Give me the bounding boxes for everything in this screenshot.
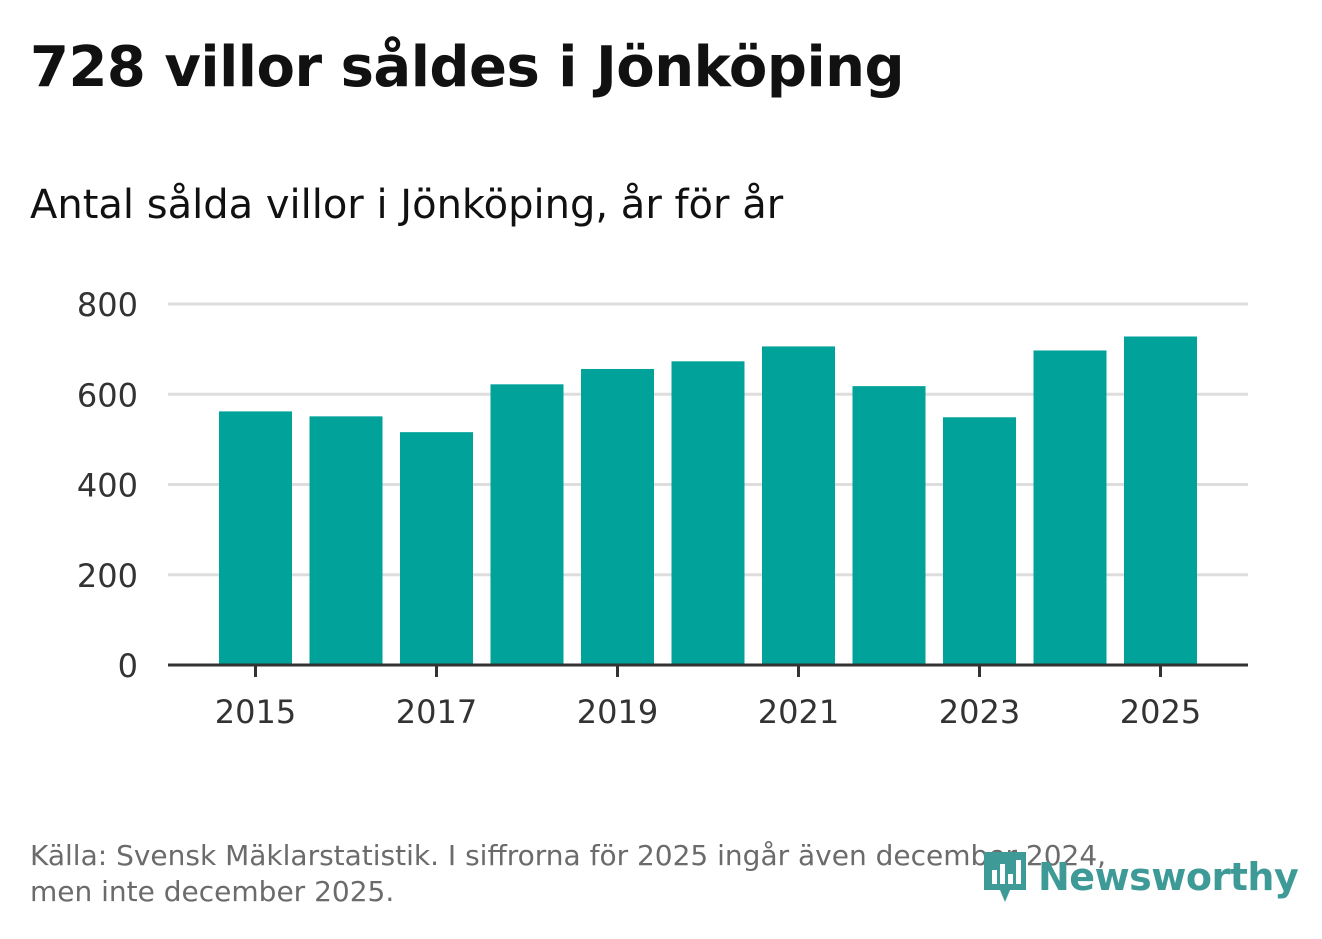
x-tick-label: 2023: [939, 693, 1020, 731]
y-tick-label: 400: [77, 467, 138, 505]
y-tick-label: 800: [77, 286, 138, 324]
x-tick-label: 2015: [215, 693, 296, 731]
source-note: Källa: Svensk Mäklarstatistik. I siffror…: [30, 838, 1230, 910]
bar-2017: [400, 432, 473, 665]
bar-2018: [490, 384, 564, 665]
bars: [219, 336, 1197, 665]
newsworthy-logo: Newsworthy: [980, 848, 1299, 906]
bar-2015: [219, 411, 292, 665]
bar-2021: [762, 346, 835, 665]
source-note-line-1: Källa: Svensk Mäklarstatistik. I siffror…: [30, 839, 1107, 872]
y-tick-label: 600: [77, 376, 138, 414]
bar-2020: [671, 361, 745, 665]
newsworthy-logo-icon: [984, 852, 1026, 902]
y-tick-label: 0: [118, 647, 138, 685]
source-note-line-2: men inte december 2025.: [30, 875, 395, 908]
bar-2019: [581, 368, 654, 665]
x-tick-label: 2025: [1120, 693, 1201, 731]
y-axis-ticks: 0 200 400 600 800: [77, 286, 138, 685]
bar-2022: [852, 386, 926, 665]
x-tick-label: 2019: [577, 693, 658, 731]
y-tick-label: 200: [77, 557, 138, 595]
x-tick-label: 2017: [396, 693, 477, 731]
logo-text: Newsworthy: [1038, 855, 1299, 899]
page-title: 728 villor såldes i Jönköping: [30, 35, 905, 100]
chart-subtitle: Antal sålda villor i Jönköping, år för å…: [30, 182, 784, 228]
x-axis-ticks: 2015 2017 2019 2021 2023 2025: [215, 665, 1201, 731]
bar-2024: [1033, 350, 1107, 665]
bar-2023: [943, 417, 1016, 665]
x-tick-label: 2021: [758, 693, 839, 731]
bar-2016: [309, 416, 383, 665]
bar-2025: [1124, 336, 1197, 665]
